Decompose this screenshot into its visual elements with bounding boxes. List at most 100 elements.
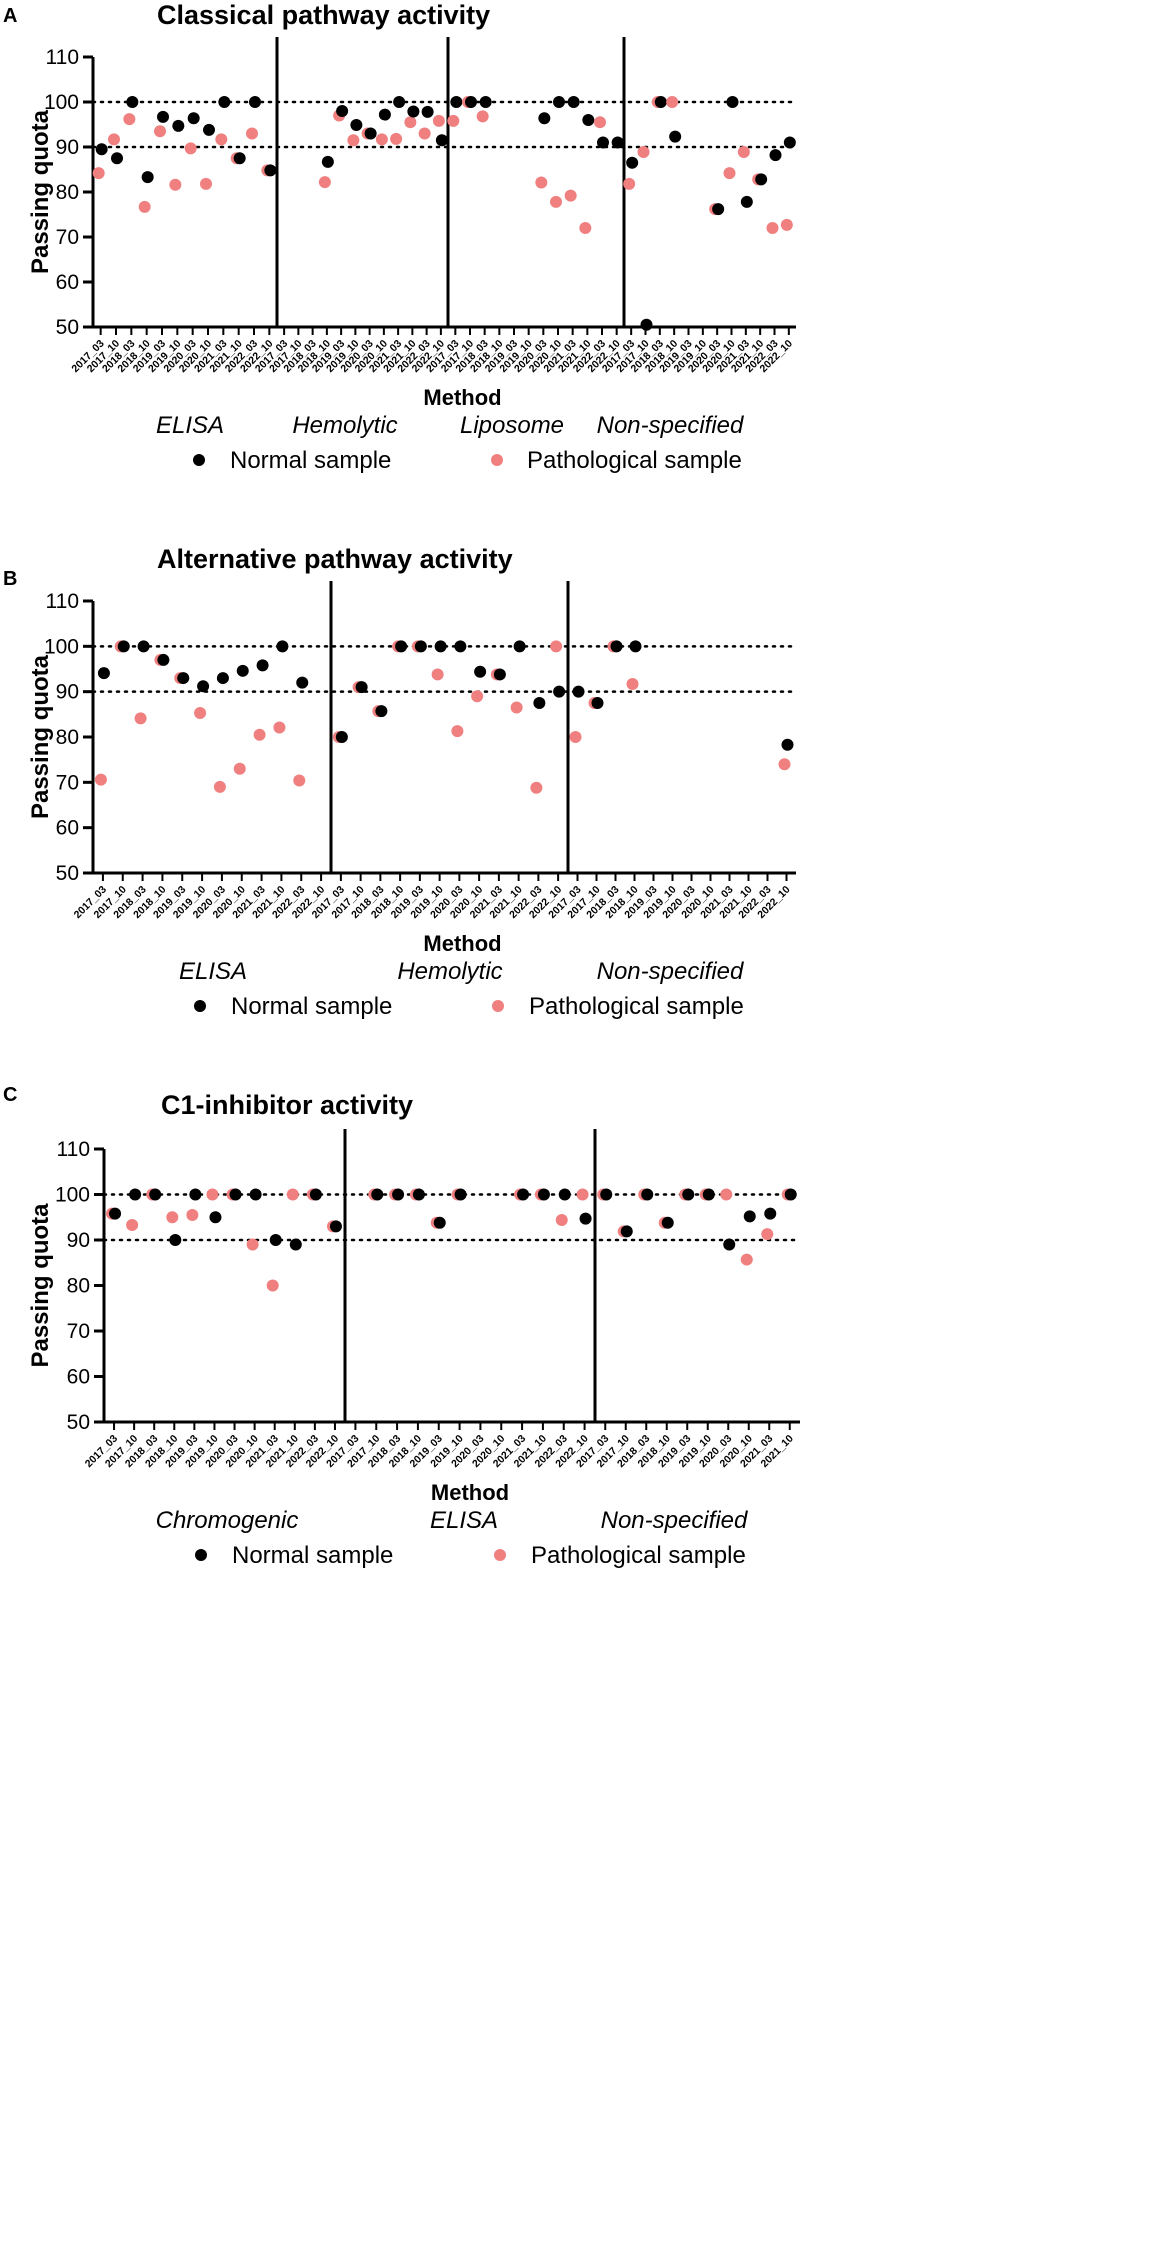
point-pathological-a <box>169 178 182 191</box>
chart-title-b: Alternative pathway activity <box>157 544 513 574</box>
point-pathological-b <box>451 725 464 738</box>
point-pathological-a <box>246 127 258 140</box>
point-pathological-c <box>246 1238 259 1251</box>
point-normal-c <box>289 1238 302 1251</box>
legend-marker-pathological-a <box>491 454 503 466</box>
point-pathological-b <box>431 668 444 681</box>
point-normal-c <box>784 1188 797 1201</box>
point-normal-b <box>375 705 388 718</box>
method-label-b: Hemolytic <box>397 958 502 985</box>
point-pathological-a <box>390 132 403 145</box>
method-label-c: Non-specified <box>601 1507 748 1534</box>
point-normal-a <box>364 127 377 140</box>
x-axis-label-c: Method <box>431 1480 509 1505</box>
point-normal-a <box>141 171 154 184</box>
point-pathological-a <box>347 134 360 147</box>
point-normal-b <box>216 672 229 685</box>
point-pathological-a <box>375 133 388 146</box>
point-normal-a <box>597 136 609 149</box>
y-tick-label-a: 90 <box>56 136 79 159</box>
point-pathological-c <box>166 1211 179 1224</box>
chart-b: B Alternative pathway activity 50 60 70 80 90 1… <box>3 544 798 1020</box>
point-normal-a <box>203 123 215 136</box>
method-label-b: Non-specified <box>597 958 744 985</box>
point-pathological-c <box>720 1188 733 1201</box>
x-axis-label-a: Method <box>423 385 501 410</box>
point-normal-c <box>661 1216 674 1229</box>
point-normal-a <box>611 136 624 149</box>
point-normal-c <box>454 1188 467 1201</box>
y-axis-label-c: Passing quota <box>27 1203 54 1368</box>
point-normal-b <box>533 697 546 709</box>
point-pathological-b <box>273 721 286 734</box>
point-normal-b <box>137 640 150 653</box>
legend-a: Normal sample Pathological sample <box>193 447 742 474</box>
point-pathological-b <box>530 781 543 794</box>
point-normal-c <box>189 1188 202 1201</box>
point-pathological-a <box>579 222 592 234</box>
y-tick-label-a: 80 <box>56 181 79 204</box>
point-pathological-b <box>134 712 147 725</box>
point-normal-b <box>493 668 506 681</box>
point-pathological-c <box>740 1253 753 1266</box>
point-normal-b <box>355 681 368 694</box>
y-axis-label-b: Passing quota <box>27 654 54 819</box>
panel-letter-b: B <box>3 568 17 590</box>
point-normal-a <box>450 96 463 108</box>
point-normal-a <box>393 96 406 108</box>
point-normal-a <box>640 318 653 331</box>
point-normal-b <box>414 640 427 653</box>
point-normal-a <box>626 156 639 169</box>
legend-label-pathological-c: Pathological sample <box>531 1542 746 1569</box>
point-normal-c <box>702 1188 715 1201</box>
point-pathological-c <box>555 1213 568 1226</box>
point-normal-a <box>172 119 185 132</box>
point-normal-b <box>434 640 447 653</box>
point-pathological-a <box>766 222 779 234</box>
point-normal-c <box>329 1220 342 1233</box>
point-pathological-b <box>471 690 484 703</box>
y-tick-label-c: 50 <box>67 1411 90 1434</box>
point-normal-a <box>755 173 768 186</box>
point-pathological-c <box>266 1279 279 1292</box>
y-tick-label-c: 110 <box>57 1138 90 1161</box>
point-pathological-a <box>780 218 793 231</box>
y-tick-label-a: 70 <box>56 226 79 249</box>
point-normal-a <box>740 195 753 208</box>
point-pathological-a <box>666 96 679 108</box>
point-normal-b <box>117 640 130 653</box>
legend-label-normal-b: Normal sample <box>231 993 392 1020</box>
panel-letter-a: A <box>3 5 17 27</box>
legend-b: Normal sample Pathological sample <box>194 993 744 1020</box>
chart-title-c: C1-inhibitor activity <box>161 1090 413 1120</box>
point-normal-a <box>264 164 277 177</box>
y-tick-label-b: 50 <box>56 862 79 885</box>
y-tick-label-b: 60 <box>56 817 79 840</box>
point-normal-a <box>712 203 725 216</box>
point-normal-c <box>209 1211 222 1224</box>
point-normal-a <box>350 118 363 131</box>
point-normal-a <box>538 112 551 125</box>
point-normal-c <box>129 1188 142 1201</box>
point-normal-b <box>177 672 190 685</box>
legend-c: Normal sample Pathological sample <box>195 1542 746 1569</box>
point-pathological-a <box>432 114 445 127</box>
point-normal-c <box>600 1188 613 1201</box>
method-label-a: ELISA <box>156 412 224 439</box>
point-normal-a <box>157 110 169 123</box>
point-normal-c <box>558 1188 571 1201</box>
point-pathological-c <box>126 1218 139 1231</box>
method-label-c: Chromogenic <box>156 1507 299 1534</box>
point-pathological-a <box>123 113 136 126</box>
method-label-c: ELISA <box>430 1507 498 1534</box>
point-pathological-a <box>184 142 197 155</box>
point-normal-b <box>236 664 249 677</box>
point-normal-a <box>321 155 334 168</box>
method-label-a: Liposome <box>460 412 564 439</box>
point-pathological-b <box>213 780 226 793</box>
point-normal-a <box>336 105 349 117</box>
point-normal-b <box>395 640 408 653</box>
point-pathological-a <box>92 167 105 180</box>
point-pathological-a <box>404 116 417 129</box>
